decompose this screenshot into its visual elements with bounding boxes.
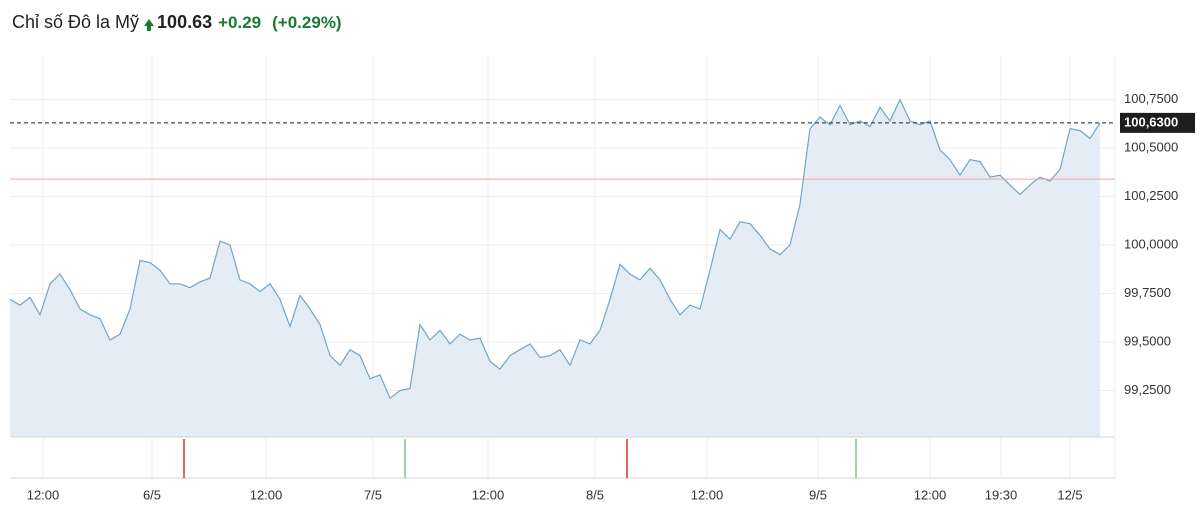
up-arrow xyxy=(144,18,155,31)
y-tick-label: 100,5000 xyxy=(1124,140,1178,155)
x-tick-label: 12:00 xyxy=(914,487,947,502)
price: 100.63 xyxy=(157,12,213,32)
x-tick-label: 12/5 xyxy=(1057,487,1082,502)
title: Chỉ số Đô la Mỹ xyxy=(12,12,140,32)
y-tick-label: 100,0000 xyxy=(1124,236,1178,251)
x-tick-label: 19:30 xyxy=(985,487,1018,502)
y-tick-label: 99,7500 xyxy=(1124,285,1171,300)
area xyxy=(10,99,1100,437)
x-tick-label: 12:00 xyxy=(691,487,724,502)
price-line xyxy=(9,98,1101,400)
y-tick-label: 100,7500 xyxy=(1124,91,1178,106)
x-tick-label: 12:00 xyxy=(27,487,60,502)
x-tick-label: 8/5 xyxy=(586,487,604,502)
x-tick-label: 7/5 xyxy=(364,487,382,502)
x-tick-label: 9/5 xyxy=(809,487,827,502)
y-tick-label: 99,2500 xyxy=(1124,382,1171,397)
x-tick-label: 12:00 xyxy=(250,487,283,502)
header: Chỉ số Đô la Mỹ 100.63 +0.29 (+0.29%) xyxy=(12,12,342,33)
last-price-label: 100,6300 xyxy=(1124,114,1178,129)
x-tick-label: 12:00 xyxy=(472,487,505,502)
y-tick-label: 99,5000 xyxy=(1124,333,1171,348)
last-price-box xyxy=(1120,112,1195,133)
x-tick-label: 6/5 xyxy=(143,487,161,502)
change-percent: (+0.29%) xyxy=(272,13,342,32)
change: +0.29 xyxy=(218,13,262,32)
y-tick-label: 100,2500 xyxy=(1124,188,1178,203)
